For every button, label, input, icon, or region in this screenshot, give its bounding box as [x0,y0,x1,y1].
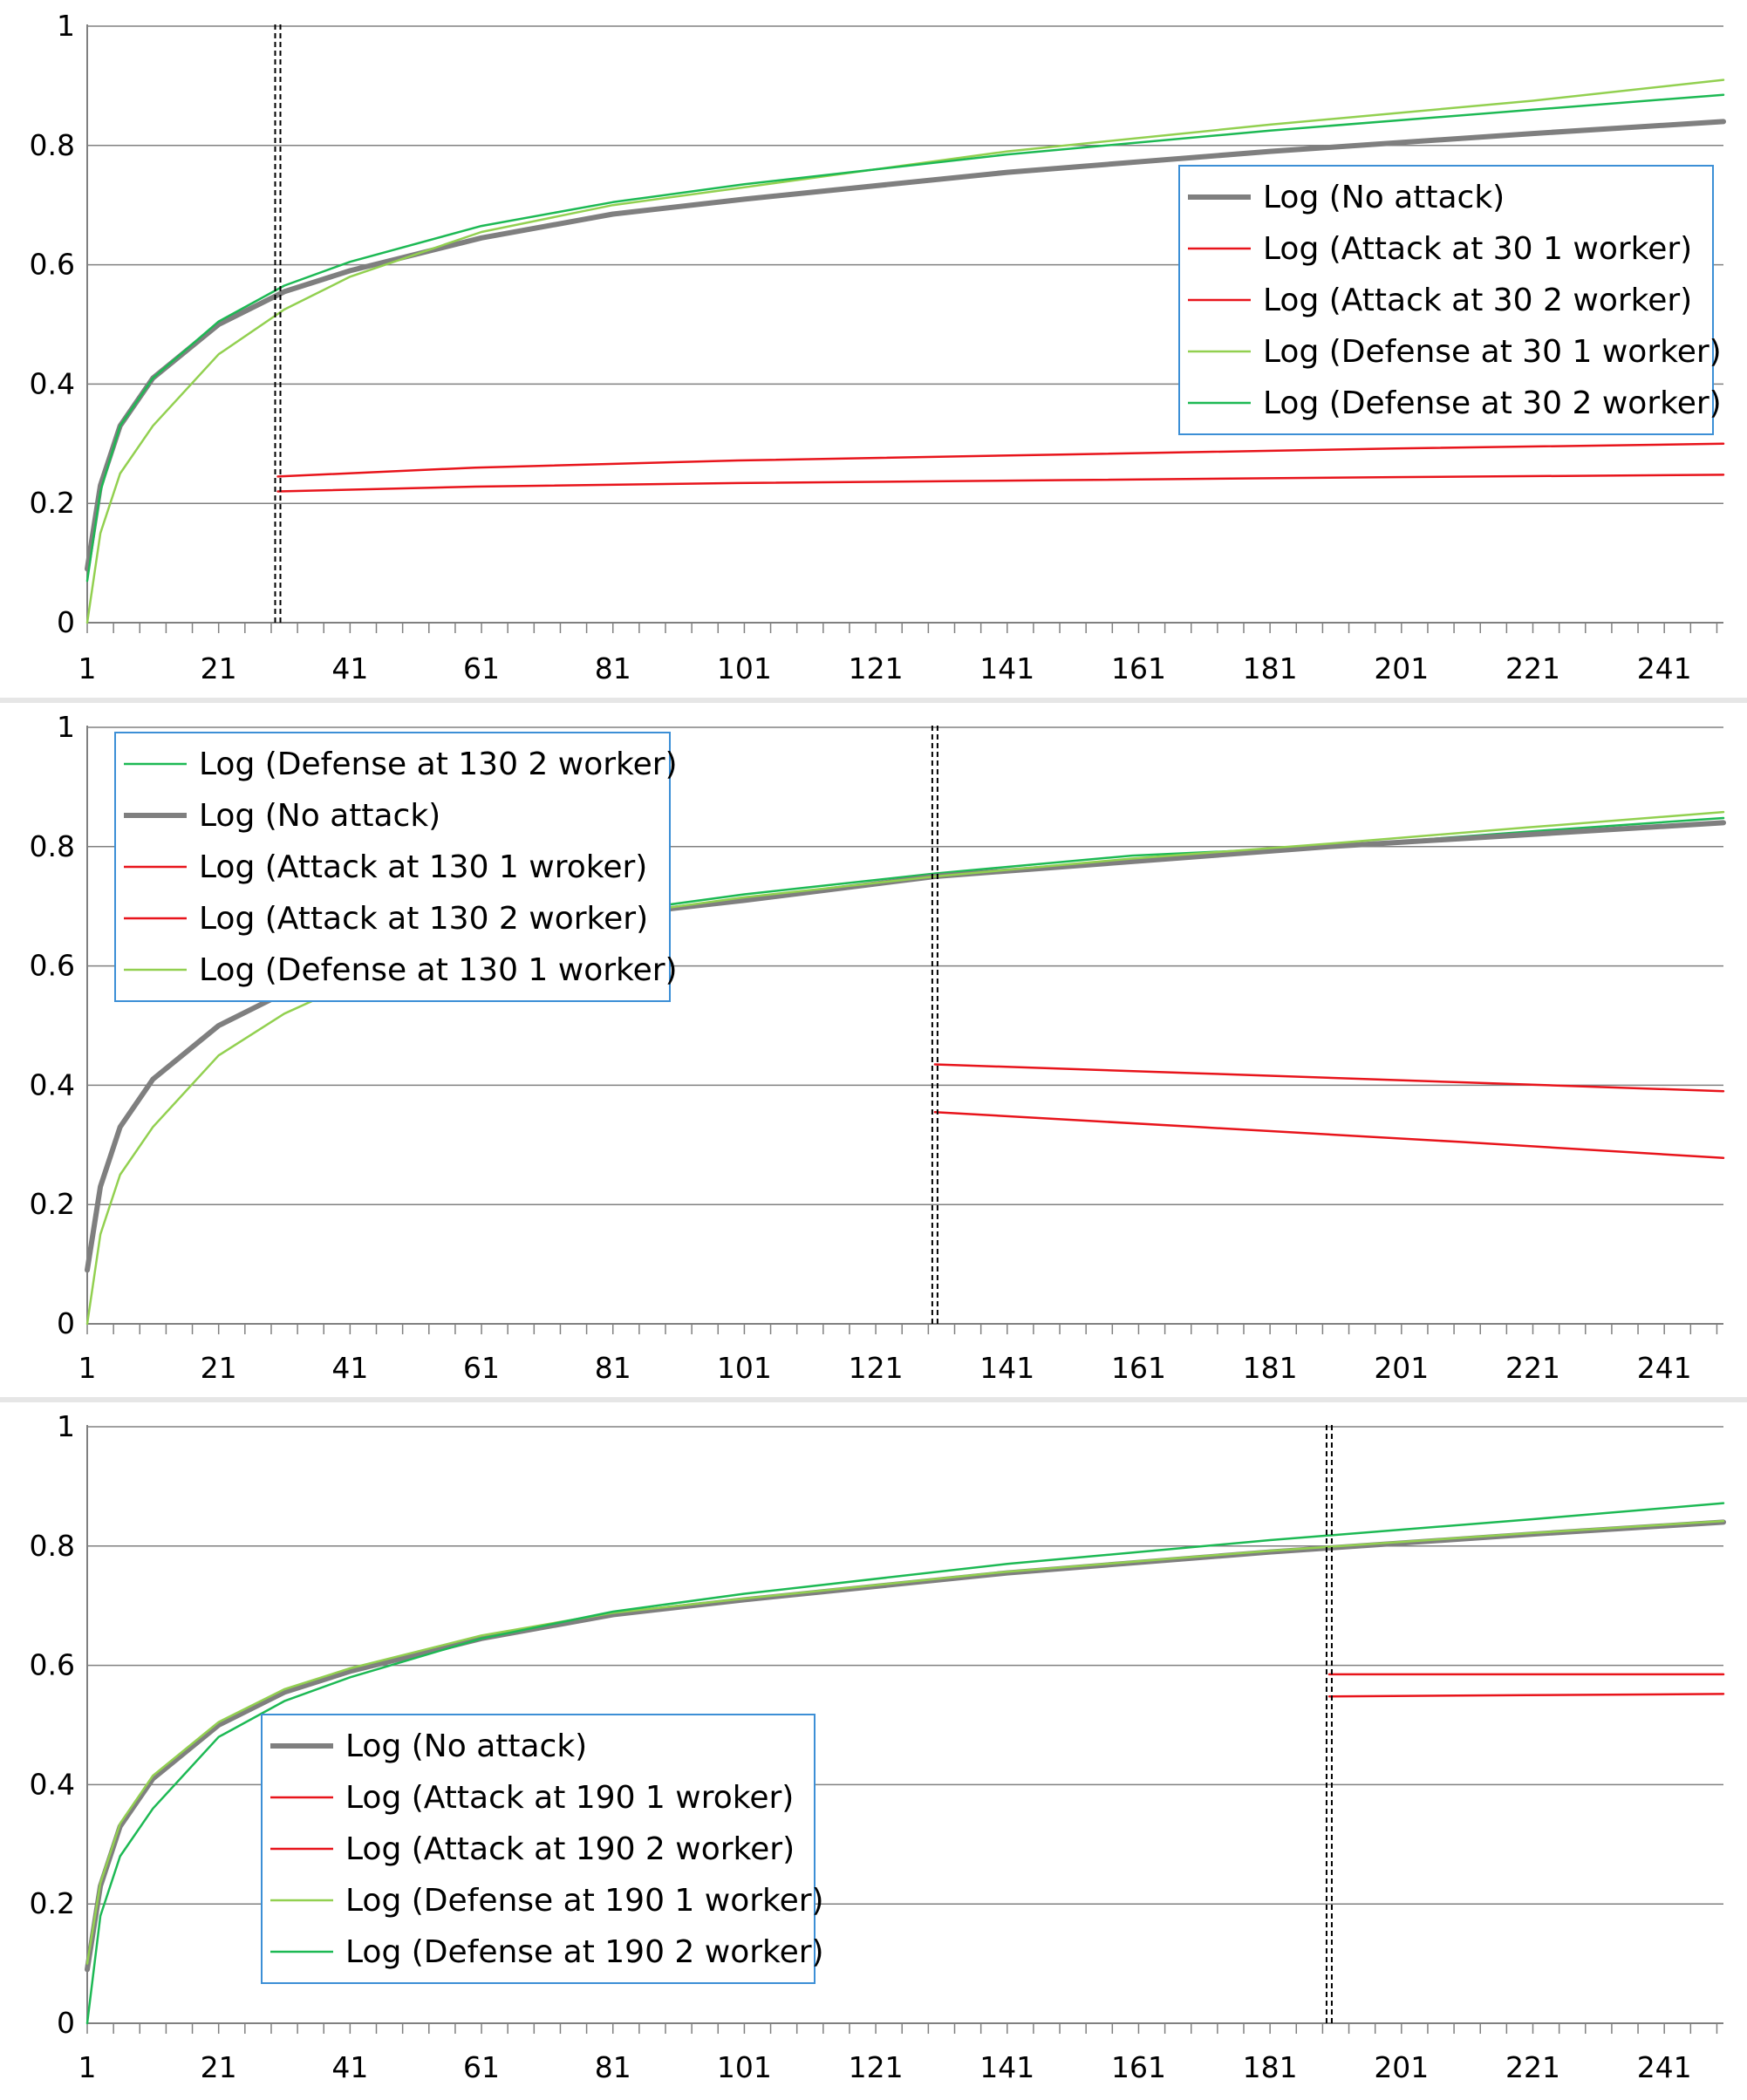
x-tick-label: 161 [1111,2050,1166,2084]
legend-label-1: Log (Defense at 130 2 worker) [199,747,678,782]
x-tick-label: 241 [1637,1351,1692,1385]
x-tick-label: 181 [1243,2050,1298,2084]
x-tick-label: 1 [78,1351,97,1385]
legend-label-1: Log (No attack) [1263,180,1505,215]
y-tick-label: 1 [57,710,75,744]
x-tick-label: 221 [1505,651,1560,685]
legend-label-2: Log (No attack) [199,798,440,834]
legend: Log (Defense at 130 2 worker) Log (No att… [114,732,678,1002]
chart-panel-2: 0 0.2 0.4 0.6 0.8 1 1 21 41 61 81 101 121 141 161 181 20… [0,703,1747,1397]
x-tick-label: 61 [463,651,500,685]
y-tick-label: 1 [57,9,75,43]
legend-box [114,732,671,1002]
x-tick-label: 241 [1637,2050,1692,2084]
chart-panel-1: 0 0.2 0.4 0.6 0.8 1 1 21 41 61 81 101 121 141 161 181 20… [0,0,1747,698]
y-tick-label: 0.6 [30,1648,75,1682]
x-tick-label: 61 [463,1351,500,1385]
y-tick-label: 1 [57,1409,75,1443]
series-line-4 [933,1110,1725,1160]
series-line-5 [85,1502,1725,2025]
series-line-3 [933,1063,1725,1093]
x-tick-label: 41 [331,651,368,685]
x-tick-label: 21 [201,651,237,685]
series-line-3 [276,442,1725,478]
legend: Log (No attack) Log (Attack at 30 1 worke… [1178,165,1722,435]
legend-label-4: Log (Attack at 130 2 worker) [199,901,648,937]
legend-label-5: Log (Defense at 30 2 worker) [1263,385,1722,421]
y-tick-label: 0.4 [30,1767,75,1801]
y-tick-label: 0.4 [30,1067,75,1101]
legend-label-2: Log (Attack at 190 1 wroker) [345,1780,794,1816]
y-tick-label: 0.8 [30,829,75,863]
y-tick-label: 0 [57,605,75,639]
y-tick-label: 0.6 [30,248,75,282]
y-tick-label: 0.8 [30,128,75,162]
panel-divider-1 [0,698,1747,703]
x-tick-label: 1 [78,2050,97,2084]
series-line-4 [85,1519,1725,1965]
x-tick-label: 81 [595,1351,631,1385]
y-tick-label: 0 [57,1306,75,1340]
x-tick-label: 101 [717,2050,772,2084]
series-line-4 [85,78,1725,624]
x-tick-label: 21 [201,1351,237,1385]
x-tick-label: 161 [1111,1351,1166,1385]
x-tick-label: 121 [849,651,904,685]
x-tick-label: 201 [1374,2050,1429,2084]
x-tick-label: 141 [979,651,1034,685]
chart-3-svg: 00.20.40.60.811 21 41 61 81 101 121 141 161 181 20… [30,1409,1726,2084]
x-tick-label: 101 [717,1351,772,1385]
x-tick-label: 201 [1374,651,1429,685]
panel-divider-2 [0,1397,1747,1402]
x-tick-label: 121 [849,1351,904,1385]
y-tick-label: 0.6 [30,949,75,983]
y-tick-label: 0.2 [30,1187,75,1221]
x-tick-label: 141 [979,1351,1034,1385]
y-tick-label: 0 [57,2006,75,2040]
x-tick-label: 101 [717,651,772,685]
legend: Log (No attack) Log (Attack at 190 1 wrok… [261,1714,824,1984]
x-tick-label: 221 [1505,1351,1560,1385]
x-tick-label: 1 [78,651,97,685]
x-tick-label: 201 [1374,1351,1429,1385]
legend-box [261,1714,815,1984]
chart-panel-3: 0 0.2 0.4 0.6 0.8 1 1 21 41 61 81 101 121 141 161 181 20… [0,1402,1747,2100]
legend-label-3: Log (Attack at 190 2 worker) [345,1831,795,1867]
y-tick-label: 0.2 [30,486,75,520]
legend-label-5: Log (Defense at 130 1 worker) [199,952,678,988]
series-line-5 [85,93,1725,583]
chart-1-svg: 00.20.40.60.811 21 41 61 81 101 121 141 161 181 20… [30,9,1726,685]
x-tick-label: 141 [979,2050,1034,2084]
legend-label-2: Log (Attack at 30 1 worker) [1263,231,1692,267]
legend-label-3: Log (Attack at 30 2 worker) [1263,283,1692,318]
x-tick-label: 81 [595,651,631,685]
x-tick-label: 161 [1111,651,1166,685]
legend-label-1: Log (No attack) [345,1728,587,1764]
x-tick-label: 181 [1243,1351,1298,1385]
x-tick-label: 21 [201,2050,237,2084]
y-tick-label: 0.4 [30,366,75,400]
chart-2-svg: 00.20.40.60.811 21 41 61 81 101 121 141 161 181 20… [30,710,1726,1385]
series-line-3 [1327,1693,1725,1698]
series-line-2 [276,474,1725,493]
legend-box [1178,165,1714,435]
legend-label-3: Log (Attack at 130 1 wroker) [199,849,647,885]
x-tick-label: 181 [1243,651,1298,685]
x-tick-label: 81 [595,2050,631,2084]
x-tick-label: 221 [1505,2050,1560,2084]
x-tick-label: 41 [331,2050,368,2084]
y-tick-label: 0.8 [30,1529,75,1563]
legend-label-4: Log (Defense at 30 1 worker) [1263,334,1722,370]
x-tick-label: 61 [463,2050,500,2084]
legend-label-5: Log (Defense at 190 2 worker) [345,1934,824,1970]
x-tick-label: 241 [1637,651,1692,685]
x-tick-label: 41 [331,1351,368,1385]
legend-label-4: Log (Defense at 190 1 worker) [345,1883,824,1919]
x-tick-label: 121 [849,2050,904,2084]
series-line-1 [85,1519,1726,1973]
y-tick-label: 0.2 [30,1886,75,1920]
